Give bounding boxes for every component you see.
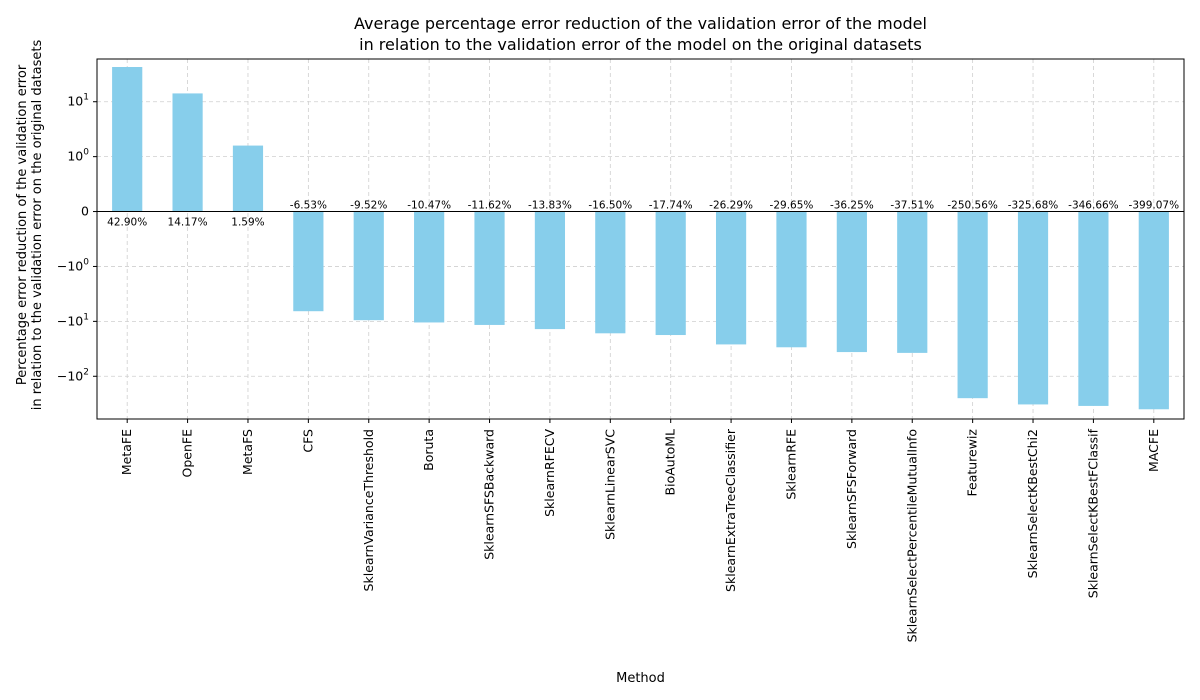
x-tick-label: OpenFE (180, 429, 195, 478)
chart-title-line: Average percentage error reduction of th… (354, 14, 927, 33)
x-tick-label: SklearnSelectKBestChi2 (1025, 429, 1040, 578)
x-tick-label: CFS (300, 429, 315, 453)
bars (112, 66, 1169, 410)
bar-SklearnLinearSVC (595, 211, 626, 334)
data-label: -16.50% (588, 200, 632, 212)
bar-SklearnSelectKBestFClassif (1078, 211, 1109, 406)
data-label: 1.59% (231, 217, 264, 229)
y-tick-label-exponent: 0 (83, 257, 89, 267)
x-tick-label: SklearnVarianceThreshold (361, 429, 376, 591)
x-gridlines (126, 59, 1155, 419)
y-tick-label: −102 (57, 367, 89, 383)
data-label: -36.25% (830, 200, 874, 212)
y-tick-label-exponent: 0 (83, 148, 89, 158)
x-tick-label: SklearnLinearSVC (602, 429, 617, 540)
data-label: -10.47% (407, 200, 451, 212)
data-label: -399.07% (1129, 200, 1180, 212)
data-label: -9.52% (350, 200, 387, 212)
data-label: -325.68% (1008, 200, 1059, 212)
x-tick-label: SklearnSFSBackward (482, 429, 497, 560)
x-tick-label: MACFE (1146, 429, 1161, 472)
bar-MetaFE (112, 66, 143, 212)
plot-frame (96, 58, 1185, 420)
x-axis-label: Method (616, 671, 665, 686)
bar-Boruta (414, 211, 445, 323)
data-label: -29.65% (770, 200, 814, 212)
x-tick-label: BioAutoML (663, 429, 678, 496)
bar-SklearnVarianceThreshold (353, 211, 384, 321)
data-label: -26.29% (709, 200, 753, 212)
data-labels: 42.90% 14.17% 1.59% -6.53% -9.52% -10.47% -11.… (107, 200, 1179, 229)
data-label: 14.17% (168, 217, 208, 229)
bar-SklearnRFE (776, 211, 807, 348)
y-tick-label-base: 10 (67, 94, 83, 109)
x-tick-label: Boruta (421, 429, 436, 471)
y-tick-label-exponent: 1 (83, 312, 89, 322)
bar-MACFE (1138, 211, 1169, 410)
x-tick-label: SklearnExtraTreeClassifier (723, 428, 738, 592)
bar-SklearnExtraTreeClassifier (715, 211, 747, 345)
y-tick-label-base: −10 (57, 313, 83, 328)
bar-SklearnSelectPercentileMutualInfo (897, 211, 928, 353)
y-tick-label: 100 (67, 148, 89, 164)
x-tick-label: SklearnRFE (783, 429, 798, 500)
x-tick-label: SklearnRFECV (542, 429, 557, 517)
y-tick-label-base: 0 (81, 204, 89, 219)
y-tick-label: −100 (57, 257, 89, 273)
x-axis: MetaFE OpenFE MetaFS CFS SklearnVarianceThre… (119, 419, 1161, 642)
y-tick-label: 101 (67, 93, 89, 109)
x-tick-label: MetaFS (240, 429, 255, 475)
data-label: -11.62% (468, 200, 512, 212)
bar-BioAutoML (655, 211, 686, 336)
data-label: -250.56% (947, 200, 998, 212)
y-axis-label-line: Percentage error reduction of the valida… (15, 64, 30, 385)
data-label: 42.90% (107, 217, 147, 229)
x-tick-label: Featurewiz (965, 429, 980, 497)
bar-CFS (293, 211, 324, 312)
bar-SklearnSelectKBestChi2 (1017, 211, 1049, 405)
x-tick-label: SklearnSFSForward (844, 429, 859, 549)
x-tick-label: MetaFE (119, 429, 134, 475)
y-tick-label-base: 10 (67, 149, 83, 164)
y-axis-label-line: in relation to the validation error on t… (30, 40, 45, 411)
bar-SklearnSFSBackward (474, 211, 505, 325)
y-tick-label: 0 (81, 204, 89, 219)
chart-title-line: in relation to the validation error of t… (359, 35, 922, 54)
y-tick-label-exponent: 2 (83, 367, 89, 377)
y-tick-label-base: −10 (57, 368, 83, 383)
bar-OpenFE (172, 93, 203, 212)
bar-SklearnRFECV (534, 211, 566, 330)
chart-title: Average percentage error reduction of th… (354, 14, 927, 54)
y-tick-label-exponent: 1 (83, 93, 89, 103)
data-label: -17.74% (649, 200, 693, 212)
bar-MetaFS (232, 145, 264, 212)
bar-Featurewiz (957, 211, 988, 399)
y-tick-label-base: −10 (57, 258, 83, 273)
data-label: -13.83% (528, 200, 572, 212)
y-axis-label: Percentage error reduction of the valida… (15, 40, 45, 411)
data-label: -37.51% (890, 200, 934, 212)
data-label: -346.66% (1068, 200, 1119, 212)
y-tick-label: −101 (57, 312, 89, 328)
x-tick-label: SklearnSelectKBestFClassif (1085, 428, 1100, 598)
data-label: -6.53% (290, 200, 327, 212)
bar-SklearnSFSForward (836, 211, 867, 353)
x-tick-label: SklearnSelectPercentileMutualInfo (904, 429, 919, 642)
